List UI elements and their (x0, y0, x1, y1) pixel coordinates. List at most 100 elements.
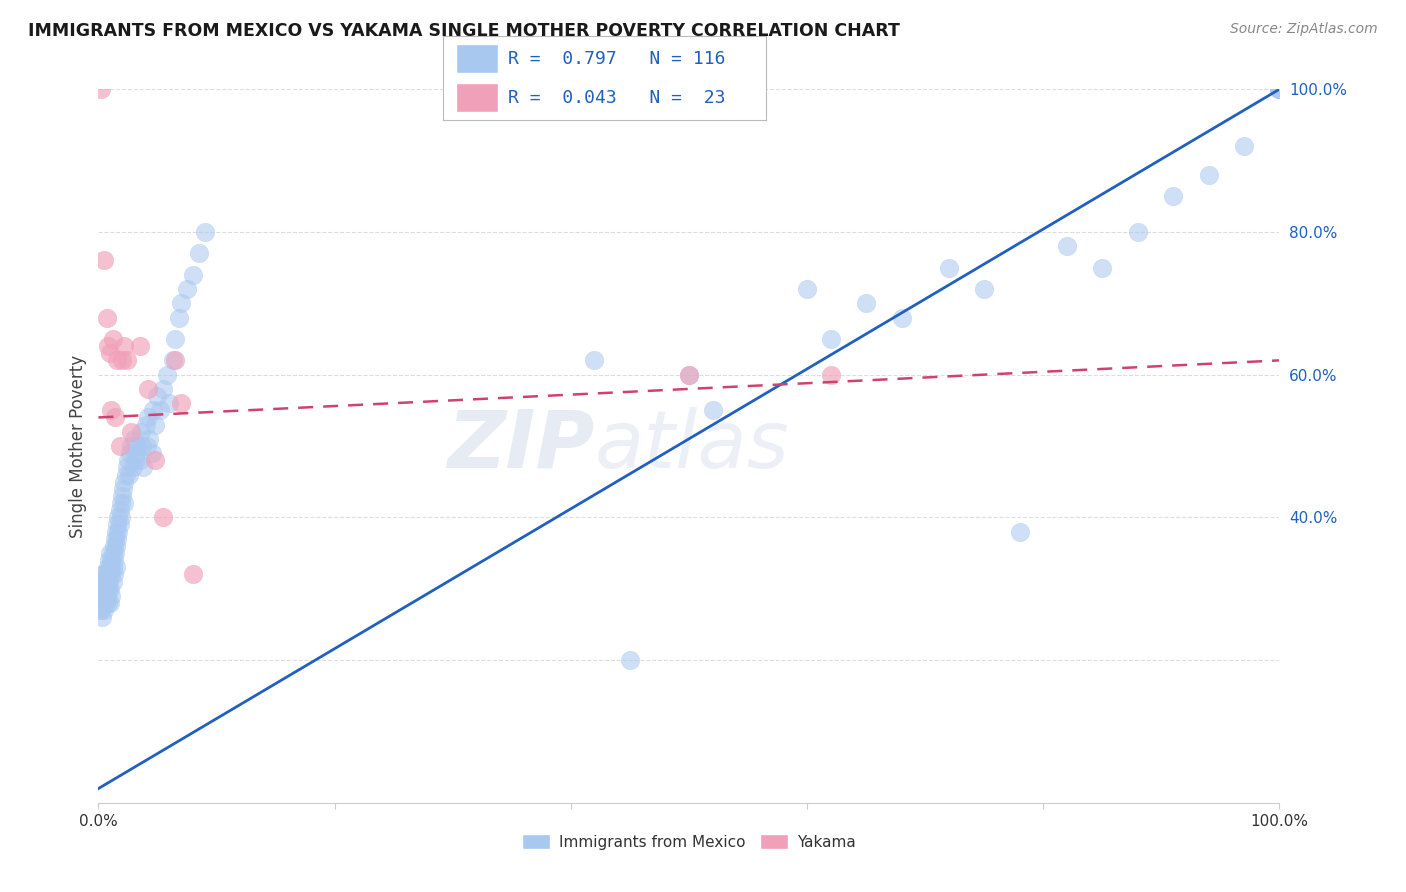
Point (100, 589, 122, 603)
Point (94, 574, 117, 589)
Point (93, 253, 115, 268)
Point (167, 310, 190, 325)
Point (619, 653, 641, 667)
Point (143, 417, 166, 432)
Point (104, 410, 127, 425)
Point (938, 260, 960, 275)
Point (141, 446, 163, 460)
Point (128, 339, 150, 353)
Point (187, 246, 209, 260)
Point (104, 546, 127, 560)
Text: Source: ZipAtlas.com: Source: ZipAtlas.com (1230, 22, 1378, 37)
Text: atlas: atlas (595, 407, 789, 485)
Point (90, 603, 112, 617)
Text: R =  0.043   N =  23: R = 0.043 N = 23 (508, 88, 725, 106)
Point (1268, 82, 1291, 96)
Point (142, 403, 165, 417)
Text: IMMIGRANTS FROM MEXICO VS YAKAMA SINGLE MOTHER POVERTY CORRELATION CHART: IMMIGRANTS FROM MEXICO VS YAKAMA SINGLE … (28, 22, 900, 40)
Point (146, 389, 169, 403)
Point (132, 460, 155, 475)
Point (104, 532, 127, 546)
Point (89, 596, 111, 610)
Point (112, 475, 135, 489)
Point (101, 546, 124, 560)
Point (111, 489, 134, 503)
Point (100, 567, 122, 582)
Point (94, 589, 117, 603)
Point (120, 446, 142, 460)
Point (105, 353, 128, 368)
Point (108, 439, 131, 453)
Point (98, 582, 121, 596)
Point (170, 396, 193, 410)
Point (103, 539, 125, 553)
Point (98, 346, 121, 360)
Point (91, 574, 114, 589)
Point (101, 332, 124, 346)
Point (194, 225, 217, 239)
Point (100, 553, 122, 567)
Point (105, 524, 128, 539)
Point (98, 560, 121, 574)
Point (105, 560, 128, 574)
Point (136, 382, 159, 396)
Point (1008, 524, 1031, 539)
Point (100, 403, 122, 417)
Point (583, 353, 606, 368)
Point (98, 546, 121, 560)
Point (796, 282, 818, 296)
Point (97, 582, 120, 596)
Point (103, 553, 125, 567)
Point (170, 296, 193, 310)
Point (107, 524, 129, 539)
FancyBboxPatch shape (456, 83, 498, 112)
Point (131, 439, 153, 453)
Point (105, 532, 128, 546)
Point (96, 582, 118, 596)
Point (97, 560, 120, 574)
Point (91, 596, 114, 610)
Point (129, 425, 152, 439)
Point (101, 574, 124, 589)
Point (122, 432, 145, 446)
FancyBboxPatch shape (456, 44, 498, 73)
Point (121, 439, 143, 453)
Point (121, 460, 143, 475)
Point (820, 332, 842, 346)
Point (97, 596, 120, 610)
Point (90, 574, 112, 589)
Point (110, 510, 132, 524)
Point (127, 439, 149, 453)
Point (1126, 225, 1149, 239)
Point (128, 453, 150, 467)
Point (105, 539, 128, 553)
Point (112, 482, 135, 496)
Point (1268, 82, 1291, 96)
Point (96, 574, 118, 589)
Point (114, 467, 136, 482)
Point (1233, 139, 1256, 153)
Point (136, 410, 159, 425)
Point (93, 589, 115, 603)
Point (93, 567, 115, 582)
Point (149, 403, 172, 417)
Point (108, 503, 131, 517)
Point (117, 453, 139, 467)
Point (101, 560, 124, 574)
Point (181, 567, 204, 582)
Point (124, 453, 146, 467)
Point (121, 425, 143, 439)
Point (112, 496, 135, 510)
Point (125, 446, 148, 460)
Point (93, 603, 115, 617)
Point (165, 353, 187, 368)
Legend: Immigrants from Mexico, Yakama: Immigrants from Mexico, Yakama (516, 828, 862, 855)
Point (93, 582, 115, 596)
Point (1268, 82, 1291, 96)
Point (181, 268, 204, 282)
Point (108, 517, 131, 532)
Point (98, 596, 121, 610)
Point (89, 603, 111, 617)
Point (973, 282, 995, 296)
Point (157, 396, 180, 410)
